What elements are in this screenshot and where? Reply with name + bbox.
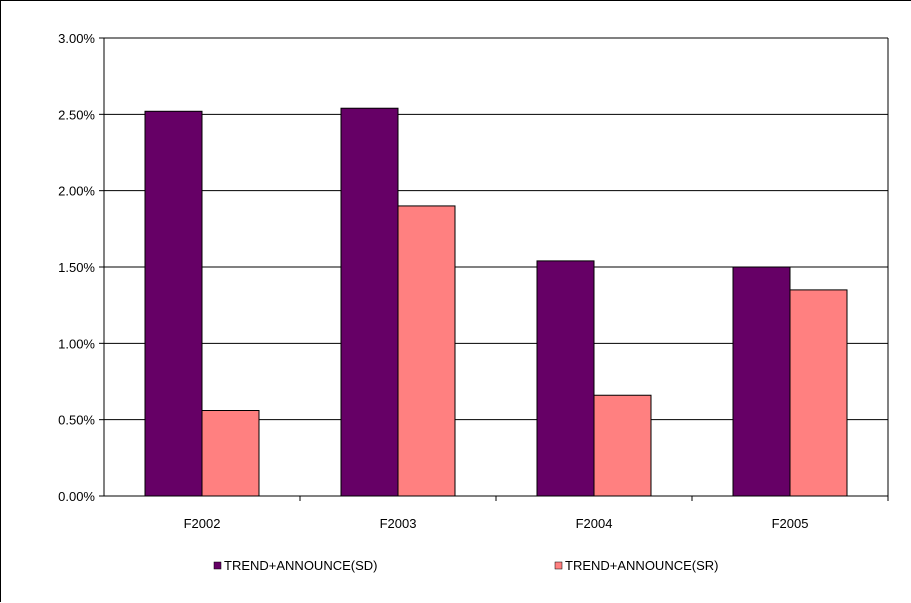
y-tick-label: 1.50% [58,260,95,275]
bar-f2005-series-2 [789,289,848,497]
legend: TREND+ANNOUNCE(SD) TREND+ANNOUNCE(SR) [213,558,718,573]
y-tick-label: 0.00% [58,489,95,504]
legend-swatch-series-2 [554,561,563,570]
axes [99,37,889,501]
legend-swatch-series-1 [213,561,222,570]
y-tick-label: 2.00% [58,184,95,199]
y-tick-label: 1.00% [58,336,95,351]
tick-labels: 0.00% 0.50% 1.00% 1.50% 2.00% 2.50% 3.00% F2002… [58,31,808,531]
x-tick-label: F2002 [184,516,221,531]
y-tick-label: 0.50% [58,413,95,428]
bars [144,107,848,497]
bar-f2004-series-2 [593,394,652,497]
bar-f2003-series-1 [340,107,399,497]
bar-f2002-series-2 [201,410,260,497]
legend-label-series-1: TREND+ANNOUNCE(SD) [224,558,377,573]
x-tick-label: F2004 [576,516,613,531]
bar-f2003-series-2 [397,205,456,497]
y-tick-label: 3.00% [58,31,95,46]
x-tick-label: F2005 [772,516,809,531]
bar-f2002-series-1 [144,110,203,497]
bar-f2004-series-1 [536,260,595,497]
y-tick-label: 2.50% [58,107,95,122]
bar-f2005-series-1 [732,266,791,497]
legend-label-series-2: TREND+ANNOUNCE(SR) [565,558,718,573]
x-tick-label: F2003 [380,516,417,531]
